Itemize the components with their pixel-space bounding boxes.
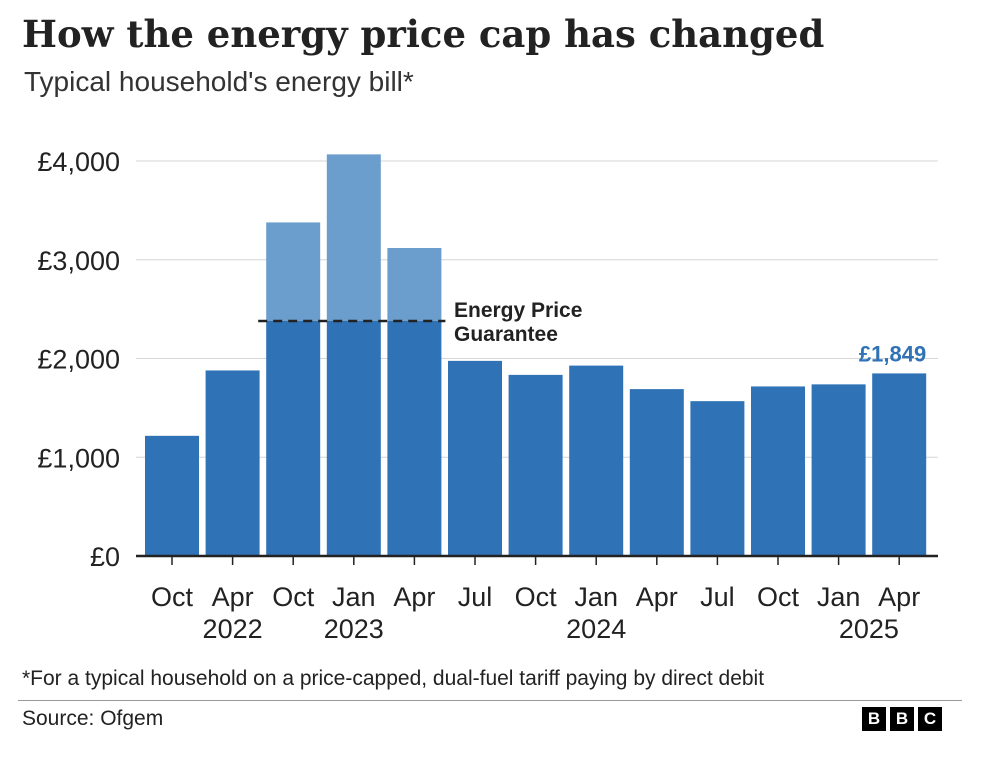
bar (629, 389, 684, 556)
bar (387, 320, 442, 556)
year-label: 2022 (203, 614, 263, 644)
source-label: Source: Ofgem (22, 707, 164, 730)
x-tick-label: Jul (700, 582, 735, 612)
bar-above-guarantee (266, 222, 321, 321)
y-tick-label: £0 (90, 542, 120, 572)
x-tick-label: Apr (878, 582, 920, 612)
year-label: 2023 (324, 614, 384, 644)
bbc-logo: B B C (862, 707, 942, 731)
bar (811, 384, 866, 556)
x-tick-label: Oct (151, 582, 194, 612)
x-tick-label: Apr (636, 582, 678, 612)
bbc-logo-letter: B (890, 707, 914, 731)
bar (508, 374, 563, 556)
x-tick-label: Oct (272, 582, 315, 612)
value-label: £1,849 (859, 341, 926, 366)
bar (266, 320, 321, 556)
x-tick-label: Jul (458, 582, 493, 612)
bar (145, 435, 199, 556)
year-label: 2025 (839, 614, 899, 644)
footer-divider (18, 700, 962, 701)
bbc-logo-letter: B (862, 707, 886, 731)
y-tick-label: £3,000 (37, 246, 120, 276)
bbc-logo-letter: C (918, 707, 942, 731)
x-tick-label: Apr (212, 582, 254, 612)
y-tick-label: £1,000 (37, 443, 120, 473)
chart-title: How the energy price cap has changed (22, 12, 825, 56)
bar (690, 401, 745, 556)
chart-subtitle: Typical household's energy bill* (24, 66, 414, 97)
bar-chart: £0 £1,000 £2,000 £3,000 £4,000 Energy PriceGu… (37, 147, 938, 644)
year-label: 2024 (566, 614, 626, 644)
x-tick-label: Apr (393, 582, 435, 612)
bar-above-guarantee (387, 247, 442, 321)
bar (872, 373, 927, 556)
bar (751, 386, 805, 556)
y-tick-label: £2,000 (37, 345, 120, 375)
guarantee-label: Energy Price (454, 299, 582, 322)
bar (205, 370, 260, 556)
x-tick-label: Jan (817, 582, 861, 612)
bar (448, 360, 502, 556)
bar (569, 365, 624, 556)
y-tick-label: £4,000 (37, 147, 120, 177)
x-tick-label: Oct (515, 582, 558, 612)
guarantee-label: Guarantee (454, 323, 558, 346)
x-tick-label: Jan (574, 582, 618, 612)
bar-above-guarantee (326, 154, 381, 321)
x-tick-label: Oct (757, 582, 800, 612)
x-tick-label: Jan (332, 582, 376, 612)
footnote: *For a typical household on a price-capp… (22, 667, 765, 690)
bar (326, 320, 381, 556)
